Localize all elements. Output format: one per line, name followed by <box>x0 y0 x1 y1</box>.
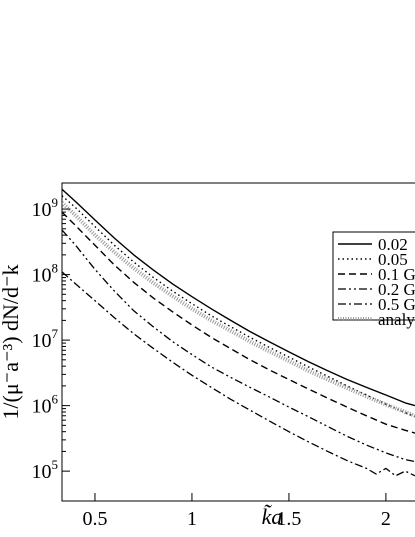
y-tick-label: 105 <box>32 457 59 483</box>
y-tick-base: 10 <box>32 396 52 418</box>
y-tick-base: 10 <box>32 199 52 221</box>
y-tick-label: 107 <box>32 326 59 352</box>
series-line-2 <box>62 211 415 434</box>
plot-frame <box>61 182 415 502</box>
y-tick-exponent: 6 <box>52 392 59 407</box>
y-tick-base: 10 <box>32 330 52 352</box>
legend-label: 0.2 G <box>378 280 415 299</box>
y-tick-label: 106 <box>32 392 59 418</box>
y-tick-exponent: 5 <box>52 457 59 472</box>
y-tick-label: 108 <box>32 261 59 287</box>
legend-label: 0.05 <box>378 250 408 269</box>
legend-label: analy <box>378 310 415 329</box>
legend-label: 0.1 G <box>378 265 415 284</box>
series-line-4 <box>62 271 415 477</box>
series-line-1 <box>62 195 415 418</box>
x-axis-label: k̃a <box>262 504 283 529</box>
legend-label: 0.02 <box>378 235 408 254</box>
y-tick-exponent: 9 <box>52 195 59 210</box>
legend-box <box>332 231 415 321</box>
series-line-0 <box>62 188 415 407</box>
x-tick-label: 0.5 <box>82 508 107 530</box>
y-tick-label: 109 <box>32 195 59 221</box>
y-tick-base: 10 <box>32 265 52 287</box>
x-tick-label: 1.5 <box>276 508 301 530</box>
series-line-3 <box>62 229 415 463</box>
y-tick-exponent: 8 <box>52 261 59 276</box>
series-layer <box>62 188 415 477</box>
x-tick-label: 1 <box>187 508 197 530</box>
series-line-5 <box>62 201 415 418</box>
y-tick-exponent: 7 <box>52 326 59 341</box>
x-tick-label: 2 <box>381 508 391 530</box>
y-axis-label: 1/(μ⁻a⁻³) dN/d⁻k <box>0 264 23 419</box>
y-tick-base: 10 <box>32 461 52 483</box>
legend-label: 0.5 G <box>378 295 415 314</box>
